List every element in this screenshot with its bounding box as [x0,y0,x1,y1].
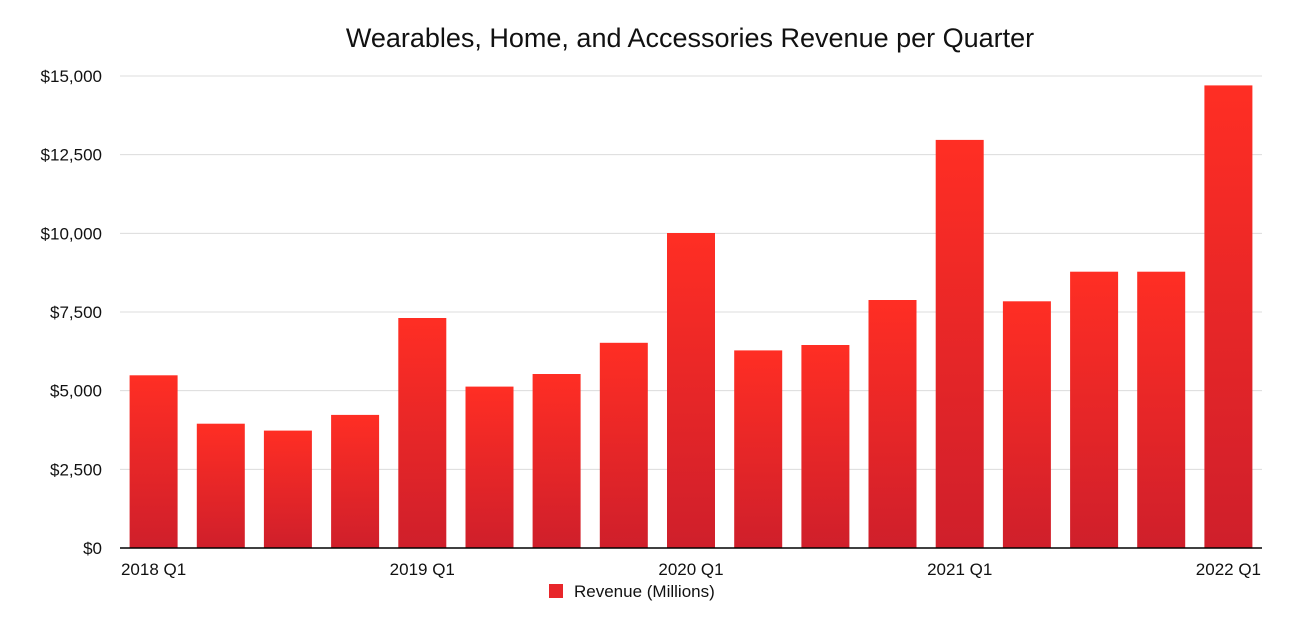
x-tick-label: 2021 Q1 [927,560,992,579]
bar-2018-q3 [263,430,312,548]
x-axis-tick-labels: 2018 Q1 2019 Q1 2020 Q1 2021 Q1 2022 Q1 [121,560,1261,579]
x-tick-label: 2020 Q1 [658,560,723,579]
bar-2019-q2 [465,386,514,548]
y-tick-label: $7,500 [50,303,102,322]
y-tick-label: $12,500 [41,146,102,165]
bar-2018-q1 [129,375,178,548]
bar-2018-q4 [331,414,380,548]
bar-2019-q3 [532,374,581,548]
legend: Revenue (Millions) [549,582,715,601]
bar-2020-q2 [734,350,783,548]
bar-2018-q2 [196,423,245,548]
bar-2019-q4 [599,342,648,548]
legend-swatch [549,584,563,598]
x-tick-label: 2018 Q1 [121,560,186,579]
y-tick-label: $10,000 [41,224,102,243]
y-axis-tick-labels: $0 $2,500 $5,000 $7,500 $10,000 $12,500 $15,00… [41,67,102,558]
legend-label: Revenue (Millions) [574,582,715,601]
bar-2021-q2 [1002,301,1051,548]
y-tick-label: $15,000 [41,67,102,86]
x-tick-label: 2022 Q1 [1196,560,1261,579]
bar-2021-q1 [935,139,984,548]
chart-title: Wearables, Home, and Accessories Revenue… [346,23,1034,53]
bar-2020-q3 [801,345,850,548]
y-tick-label: $5,000 [50,382,102,401]
bar-2020-q4 [868,300,917,548]
bars [129,85,1253,549]
bar-2021-q4 [1137,271,1186,548]
bar-2019-q1 [398,318,447,548]
bar-2020-q1 [667,233,715,548]
y-tick-label: $2,500 [50,460,102,479]
y-tick-label: $0 [83,539,102,558]
bar-2021-q3 [1070,271,1119,548]
x-tick-label: 2019 Q1 [390,560,455,579]
bar-2022-q1 [1204,85,1253,549]
